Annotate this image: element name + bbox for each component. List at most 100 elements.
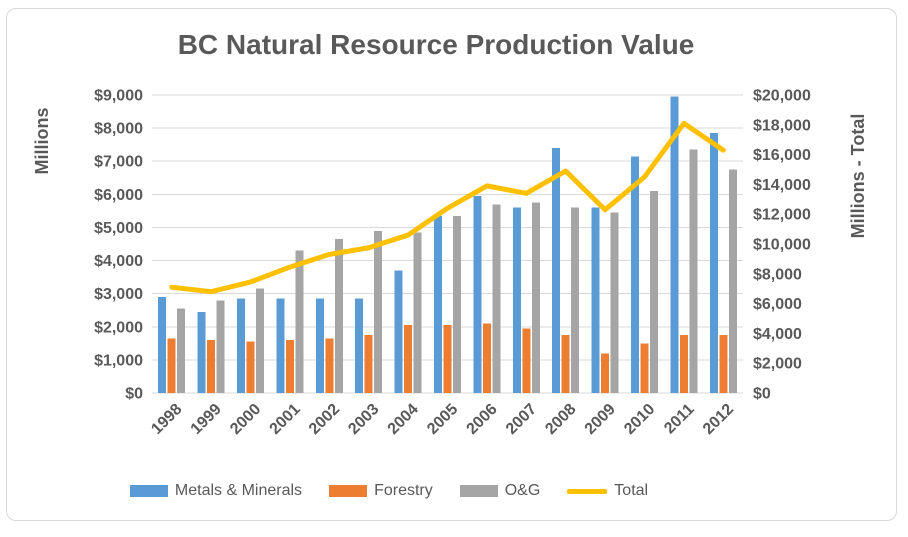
x-axis-label-2008: 2008	[542, 401, 579, 438]
bar-forestry-2012	[719, 335, 728, 393]
left-axis-tick: $8,000	[94, 121, 143, 138]
x-axis-label-2011: 2011	[661, 401, 698, 438]
x-axis-label-2000: 2000	[227, 401, 264, 438]
bar-o-g-2001	[295, 250, 304, 393]
bar-forestry-2000	[246, 341, 255, 393]
total-line-group	[169, 120, 726, 295]
bar-metals-minerals-2001	[276, 298, 285, 393]
right-axis-tick: $20,000	[753, 88, 811, 105]
bar-forestry-2010	[640, 343, 649, 393]
bar-metals-minerals-2006	[473, 195, 482, 393]
x-axis-label-1998: 1998	[148, 401, 185, 438]
total-line	[169, 120, 726, 295]
legend-item-forestry: Forestry	[329, 482, 433, 500]
bar-forestry-2007	[522, 328, 531, 393]
left-axis-tick: $5,000	[94, 220, 143, 237]
right-axis-tick: $0	[753, 386, 771, 403]
x-axis-label-2012: 2012	[700, 401, 737, 438]
bar-metals-minerals-2004	[394, 270, 403, 393]
right-axis-tick: $14,000	[753, 177, 811, 194]
bar-metals-minerals-2010	[631, 156, 639, 393]
x-axis-label-2010: 2010	[621, 401, 658, 438]
legend-item-o-g: O&G	[459, 482, 541, 500]
x-axis-label-2005: 2005	[424, 401, 461, 438]
legend-label: Forestry	[374, 482, 433, 499]
bar-metals-minerals-2009	[591, 207, 600, 393]
right-axis-title: Millions - Total	[848, 114, 868, 239]
x-axis-label-2009: 2009	[582, 401, 619, 438]
bar-metals-minerals-2000	[237, 298, 245, 393]
bar-forestry-2001	[285, 340, 294, 393]
right-axis-tick: $2,000	[753, 356, 802, 373]
bar-forestry-2009	[601, 353, 610, 393]
bar-o-g-1998	[177, 308, 186, 393]
legend-swatch-metals-minerals	[129, 485, 168, 497]
left-axis-tick: $0	[125, 386, 143, 403]
left-axis-tick: $9,000	[94, 88, 143, 105]
legend: Metals & Minerals Forestry O&G Total	[0, 477, 778, 505]
right-axis-tick: $10,000	[753, 237, 811, 254]
legend-label: Total	[614, 482, 649, 499]
legend-swatch-forestry	[329, 485, 368, 497]
bar-metals-minerals-2007	[512, 207, 521, 393]
right-axis-tick: $4,000	[753, 326, 802, 343]
left-axis-tick: $1,000	[94, 352, 143, 369]
bar-forestry-1998	[167, 338, 176, 393]
bar-forestry-2002	[325, 338, 334, 393]
bar-forestry-1999	[207, 340, 216, 393]
chart-title: BC Natural Resource Production Value	[178, 29, 695, 60]
bar-metals-minerals-2008	[552, 147, 561, 393]
bar-series-group	[158, 96, 737, 394]
bar-forestry-2011	[679, 335, 688, 393]
legend-swatch-o-g	[459, 485, 498, 497]
bar-o-g-2004	[413, 232, 422, 393]
bar-o-g-2012	[728, 169, 737, 393]
left-axis-tick: $2,000	[94, 319, 143, 336]
legend-swatch-total	[567, 488, 608, 494]
right-axis-tick: $8,000	[753, 266, 802, 283]
bar-forestry-2008	[561, 335, 570, 393]
bar-o-g-2007	[531, 202, 540, 393]
left-axis-tick: $7,000	[94, 154, 143, 171]
bar-metals-minerals-2005	[434, 215, 442, 393]
bar-o-g-2011	[689, 149, 698, 393]
bar-forestry-2005	[443, 325, 452, 393]
x-axis-label-2003: 2003	[345, 401, 382, 438]
legend-label: O&G	[504, 482, 541, 499]
x-axis-label-2006: 2006	[464, 401, 501, 438]
legend-item-metals-minerals: Metals & Minerals	[129, 482, 303, 500]
bar-metals-minerals-2012	[709, 133, 718, 394]
x-axis-label-2002: 2002	[306, 401, 343, 438]
bar-metals-minerals-2011	[670, 96, 679, 394]
right-axis-tick: $6,000	[753, 296, 802, 313]
bar-metals-minerals-2003	[355, 298, 364, 393]
left-axis-tick: $3,000	[94, 286, 143, 303]
bar-forestry-2006	[482, 323, 491, 393]
left-axis-tick: $6,000	[94, 187, 143, 204]
bar-forestry-2003	[364, 335, 373, 393]
x-axis-label-2001: 2001	[267, 401, 304, 438]
bar-o-g-2009	[610, 212, 619, 393]
bar-o-g-2005	[453, 215, 461, 393]
right-axis-tick: $12,000	[753, 207, 811, 224]
bar-metals-minerals-1999	[197, 311, 206, 393]
bar-o-g-2006	[492, 204, 501, 393]
bar-metals-minerals-1998	[158, 296, 167, 393]
bar-metals-minerals-2002	[315, 298, 324, 393]
bar-o-g-2010	[650, 191, 658, 393]
bar-forestry-2004	[404, 325, 413, 393]
bar-o-g-2002	[334, 239, 343, 393]
bar-o-g-2000	[256, 288, 264, 393]
right-axis-tick: $18,000	[753, 117, 811, 134]
x-axis-label-2004: 2004	[385, 401, 422, 438]
bar-o-g-2003	[374, 230, 383, 393]
left-axis-tick: $4,000	[94, 253, 143, 270]
chart-frame	[6, 8, 897, 521]
bar-o-g-1999	[216, 300, 225, 393]
x-axis-label-1999: 1999	[188, 401, 225, 438]
legend-label: Metals & Minerals	[174, 482, 303, 499]
left-axis-title: Millions	[32, 108, 52, 175]
right-axis-tick: $16,000	[753, 147, 811, 164]
x-axis-label-2007: 2007	[503, 401, 540, 438]
